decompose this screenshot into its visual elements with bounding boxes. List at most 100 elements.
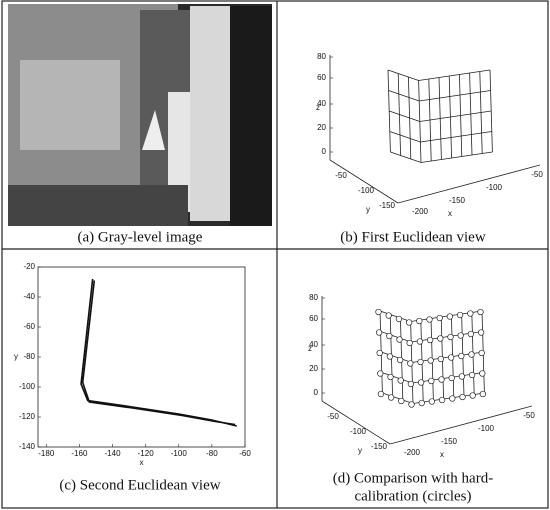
calibration-circle bbox=[448, 355, 454, 361]
calibration-circle bbox=[397, 357, 403, 363]
calibration-circle bbox=[378, 371, 384, 377]
y-tick-label: -50 bbox=[327, 412, 339, 421]
calibration-circle bbox=[480, 391, 486, 397]
z-tick-label: 80 bbox=[317, 52, 326, 61]
calibration-circle bbox=[388, 374, 394, 380]
caption: (d) Comparison with hard- bbox=[333, 470, 493, 486]
calibration-circle bbox=[438, 336, 444, 342]
photo-light bbox=[20, 60, 120, 150]
x-tick-label: -80 bbox=[206, 449, 218, 458]
x-tick-label: -50 bbox=[531, 170, 543, 179]
calibration-circle bbox=[428, 358, 434, 364]
x-tick-label: -180 bbox=[38, 449, 55, 458]
x-tick-label: -200 bbox=[404, 448, 421, 457]
calibration-circle bbox=[417, 339, 423, 345]
calibration-circle bbox=[470, 393, 476, 399]
z-tick-label: 60 bbox=[317, 73, 326, 82]
calibration-circle bbox=[469, 372, 475, 378]
calibration-circle bbox=[478, 309, 484, 315]
axis-label: y bbox=[366, 205, 370, 214]
z-tick-label: 20 bbox=[317, 123, 326, 132]
z-tick-label: 0 bbox=[322, 147, 327, 156]
axis-label: x bbox=[448, 209, 452, 218]
calibration-circle bbox=[439, 397, 445, 403]
axis-label: y bbox=[358, 446, 362, 455]
calibration-circle bbox=[377, 350, 383, 356]
calibration-circle bbox=[437, 315, 443, 321]
calibration-circle bbox=[397, 337, 403, 343]
calibration-circle bbox=[399, 398, 405, 404]
y-tick-label: -100 bbox=[19, 382, 36, 391]
caption: (b) First Euclidean view bbox=[340, 229, 486, 245]
x-tick-label: -120 bbox=[138, 449, 155, 458]
calibration-circle bbox=[457, 312, 463, 318]
photo-dark bbox=[230, 6, 272, 226]
calibration-circle bbox=[427, 337, 433, 343]
calibration-circle bbox=[458, 333, 464, 339]
x-tick-label: -140 bbox=[105, 449, 122, 458]
x-tick-label: -60 bbox=[239, 449, 251, 458]
x-tick-label: -150 bbox=[449, 196, 466, 205]
x-tick-label: -100 bbox=[478, 424, 495, 433]
y-tick-label: -80 bbox=[23, 352, 35, 361]
calibration-circle bbox=[438, 356, 444, 362]
calibration-circle bbox=[450, 396, 456, 402]
calibration-circle bbox=[429, 378, 435, 384]
calibration-circle bbox=[406, 320, 412, 326]
calibration-circle bbox=[478, 330, 484, 336]
calibration-circle bbox=[429, 399, 435, 405]
caption: (c) Second Euclidean view bbox=[59, 477, 220, 493]
z-tick-label: 0 bbox=[314, 388, 319, 397]
calibration-circle bbox=[407, 340, 413, 346]
caption: (a) Gray-level image bbox=[78, 229, 203, 245]
calibration-circle bbox=[418, 380, 424, 386]
y-tick-label: -50 bbox=[335, 171, 347, 180]
calibration-circle bbox=[439, 377, 445, 383]
y-tick-label: -100 bbox=[350, 427, 367, 436]
calibration-circle bbox=[460, 394, 466, 400]
z-tick-label: 60 bbox=[309, 314, 318, 323]
x-tick-label: -200 bbox=[412, 207, 429, 216]
calibration-circle bbox=[468, 331, 474, 337]
calibration-circle bbox=[459, 353, 465, 359]
axis bbox=[330, 160, 398, 203]
y-tick-label: -60 bbox=[23, 322, 35, 331]
figure: (a) Gray-level image (b) First Euclidean… bbox=[0, 0, 550, 510]
calibration-circle bbox=[408, 361, 414, 367]
calibration-circle bbox=[387, 354, 393, 360]
axis-label: x bbox=[440, 450, 444, 459]
calibration-circle bbox=[408, 381, 414, 387]
calibration-circle bbox=[388, 395, 394, 401]
y-tick-label: -140 bbox=[19, 442, 36, 451]
calibration-circle bbox=[468, 311, 474, 317]
calibration-circle bbox=[448, 334, 454, 340]
calibration-circle bbox=[376, 309, 382, 315]
y-tick-label: -150 bbox=[371, 442, 388, 451]
calibration-circle bbox=[427, 317, 433, 323]
calibration-circle bbox=[419, 400, 425, 406]
axis-label: z bbox=[316, 103, 320, 112]
calibration-circle bbox=[447, 314, 453, 320]
z-tick-label: 80 bbox=[309, 293, 318, 302]
axis-label: x bbox=[140, 458, 144, 467]
axis bbox=[390, 406, 532, 444]
y-tick-label: -40 bbox=[23, 292, 35, 301]
calibration-circle bbox=[386, 313, 392, 319]
y-tick-label: -150 bbox=[379, 201, 396, 210]
y-tick-label: -100 bbox=[358, 186, 375, 195]
axis-label: y bbox=[14, 352, 18, 361]
photo bbox=[8, 4, 272, 226]
calibration-circle bbox=[396, 316, 402, 322]
calibration-circle bbox=[417, 318, 423, 324]
calibration-circle bbox=[398, 378, 404, 384]
caption: calibration (circles) bbox=[354, 488, 471, 504]
x-tick-label: -150 bbox=[441, 437, 458, 446]
calibration-circle bbox=[387, 333, 393, 339]
z-tick-label: 20 bbox=[309, 364, 318, 373]
x-tick-label: -50 bbox=[523, 411, 535, 420]
calibration-circle bbox=[418, 359, 424, 365]
calibration-circle bbox=[479, 350, 485, 356]
x-tick-label: -160 bbox=[71, 449, 88, 458]
calibration-circle bbox=[449, 375, 455, 381]
calibration-circle bbox=[376, 330, 382, 336]
